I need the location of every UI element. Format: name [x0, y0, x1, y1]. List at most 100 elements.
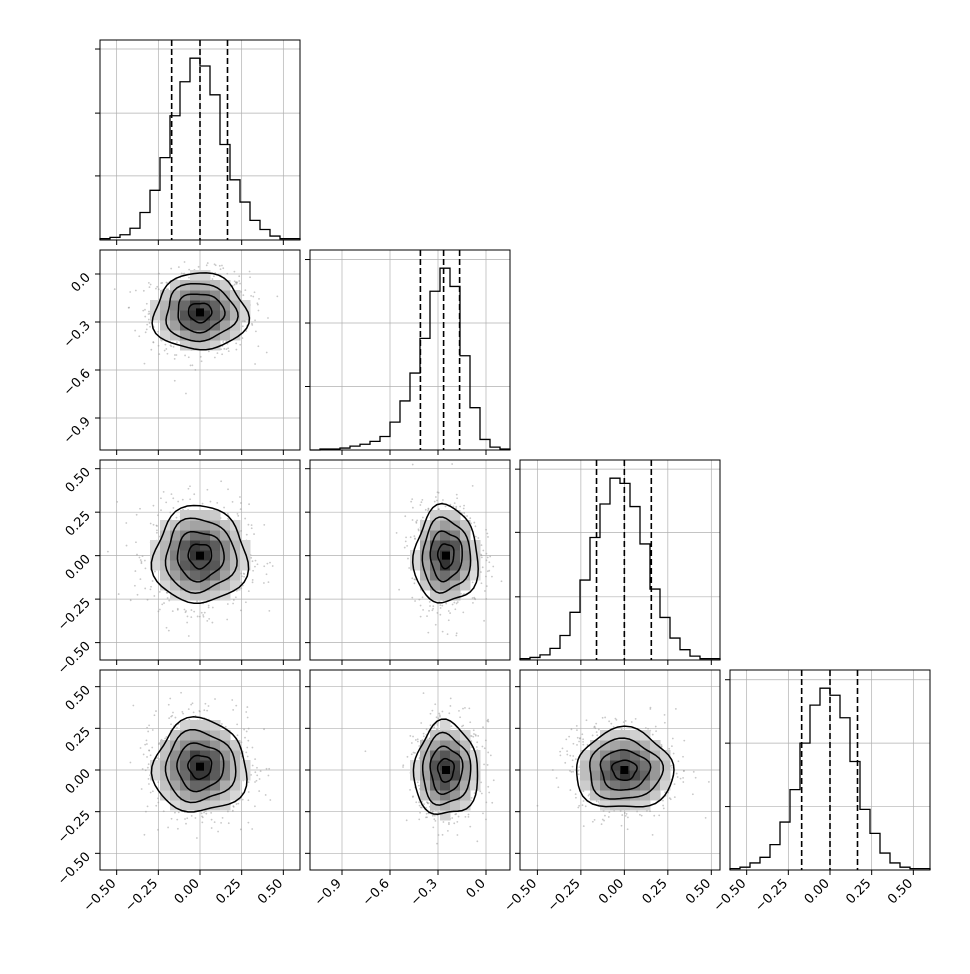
pair-1-3-scatter-point — [439, 714, 441, 717]
pair-0-1-scatter-point — [241, 337, 244, 339]
pair-0-3-scatter-point — [243, 728, 245, 731]
pair-1-2-density-cell — [450, 510, 461, 521]
pair-0-2-scatter-point — [250, 524, 253, 526]
pair-0-2-scatter-point — [169, 511, 172, 514]
pair-0-2-scatter-point — [241, 575, 243, 578]
pair-0-1-peak-marker — [196, 308, 204, 317]
pair-0-1-scatter-point — [170, 267, 173, 270]
pair-0-3-scatter-point — [214, 698, 216, 700]
pair-0-3-scatter-point — [213, 821, 216, 824]
pair-1-3-scatter-point — [480, 792, 483, 795]
pair-2-3-scatter-point — [581, 804, 584, 807]
pair-0-1-scatter-point — [265, 351, 268, 354]
pair-0-3-scatter-point — [148, 749, 151, 752]
pair-0-1-scatter-point — [194, 369, 197, 371]
pair-0-2-scatter-point — [135, 513, 138, 516]
pair-1-3-density-cell — [440, 730, 451, 741]
pair-1-3-scatter-point — [418, 804, 421, 807]
pair-1-3-scatter-point — [433, 818, 436, 821]
pair-0-3-scatter-point — [254, 758, 257, 761]
pair-0-2-scatter-point — [144, 567, 147, 570]
pair-0-3-scatter-point — [254, 771, 257, 774]
pair-0-3-scatter-point — [227, 822, 230, 825]
pair-0-3-scatter-point — [250, 773, 252, 776]
pair-1-2-scatter-point — [432, 607, 435, 610]
pair-2-3-scatter-point — [672, 752, 675, 755]
pair-1-3-scatter-point — [489, 754, 492, 757]
pair-2-3-density-cell — [640, 770, 651, 781]
pair-1-3-scatter-point — [475, 746, 478, 748]
pair-0-2-scatter-point — [236, 512, 239, 515]
pair-0-1-scatter-point — [134, 329, 137, 332]
pair-1-3-density-cell — [430, 750, 441, 761]
pair-0-2-scatter-point — [263, 523, 266, 526]
pair-1-2-scatter-point — [489, 555, 492, 558]
pair-2-3-scatter-point — [582, 743, 585, 746]
pair-2-3-contour-2 — [589, 737, 665, 800]
pair-2-3-density-cell — [640, 740, 651, 751]
pair-0-1-scatter-point — [177, 266, 180, 268]
pair-0-3-density-cell — [240, 770, 251, 781]
pair-1-2-scatter-point — [436, 499, 438, 502]
pair-0-3-scatter-point — [129, 761, 132, 764]
pair-1-2-density-cell — [430, 560, 441, 571]
pair-1-2-scatter-point — [474, 535, 477, 538]
pair-1-3-scatter-point — [468, 707, 471, 710]
pair-1-2-density-cell — [410, 560, 421, 571]
pair-2-3-scatter-point — [626, 828, 629, 831]
pair-0-2-scatter-point — [265, 573, 268, 576]
pair-1-3-scatter-point — [487, 718, 489, 721]
pair-2-3-scatter-point — [595, 731, 598, 733]
pair-1-3-scatter-point — [482, 726, 484, 729]
pair-2-3-scatter-point — [607, 816, 610, 818]
pair-1-3-scatter-point — [423, 803, 425, 806]
pair-0-1-density-cell — [190, 290, 201, 301]
pair-1-2-scatter-point — [454, 608, 457, 611]
pair-1-2-scatter-point — [481, 566, 484, 569]
pair-0-3-density-cell — [190, 730, 201, 741]
pair-0-2-scatter-point — [152, 504, 155, 507]
pair-1-3-scatter-point — [434, 703, 437, 706]
pair-0-1-density-cell — [230, 290, 241, 301]
pair-0-2-density-cell — [220, 530, 231, 541]
pair-0-1-contour-3 — [151, 272, 251, 351]
pair-1-2-scatter-point — [455, 493, 458, 496]
pair-0-1-scatter-point — [173, 354, 176, 356]
hist-3-xaxis-tick-label-4: 0.50 — [885, 876, 916, 907]
pair-0-1-scatter-point — [233, 270, 236, 273]
pair-1-3-scatter-point — [409, 788, 411, 791]
pair-1-3-scatter-point — [432, 826, 435, 829]
pair-2-3-scatter-point — [626, 816, 629, 819]
pair-0-3-scatter-point — [190, 815, 193, 817]
pair-2-3-scatter-point — [679, 777, 682, 780]
pair-0-3-yaxis-tick-label-2: 0.00 — [63, 766, 94, 797]
pair-2-3-peak-marker — [620, 766, 629, 774]
pair-0-3-scatter-point — [174, 811, 176, 814]
pair-0-3-scatter-point — [246, 716, 249, 719]
pair-0-3-scatter-point — [149, 754, 152, 757]
pair-1-2-scatter-point — [447, 619, 450, 622]
pair-2-3-scatter-point — [683, 739, 686, 742]
pair-1-2-scatter-point — [449, 503, 452, 506]
pair-1-3-scatter-point — [438, 712, 441, 715]
pair-0-2-scatter-point — [139, 559, 142, 561]
pair-2-3-contour-1 — [599, 749, 652, 791]
pair-2-3-scatter-point — [588, 793, 591, 796]
pair-1-2-scatter-point — [446, 633, 449, 636]
pair-0-3-density-cell — [190, 720, 201, 731]
pair-0-3-scatter-point — [241, 798, 244, 801]
pair-2-3-scatter-point — [581, 733, 584, 736]
pair-0-2-scatter-point — [207, 604, 210, 607]
pair-2-3-scatter-point — [658, 814, 661, 817]
pair-0-2-scatter-point — [250, 556, 253, 559]
pair-1-3-scatter-point — [448, 823, 450, 826]
pair-1-3-scatter-point — [470, 799, 472, 802]
pair-0-3-density-cell — [200, 760, 211, 771]
pair-0-1-scatter-point — [150, 348, 153, 351]
pair-0-3-scatter-point — [201, 821, 204, 824]
pair-0-2-density-cell — [170, 550, 181, 561]
pair-1-3-scatter-point — [431, 709, 434, 712]
pair-0-2-density-cell — [170, 580, 181, 591]
pair-0-2-scatter-point — [254, 559, 257, 562]
pair-0-2-scatter-point — [203, 611, 206, 614]
